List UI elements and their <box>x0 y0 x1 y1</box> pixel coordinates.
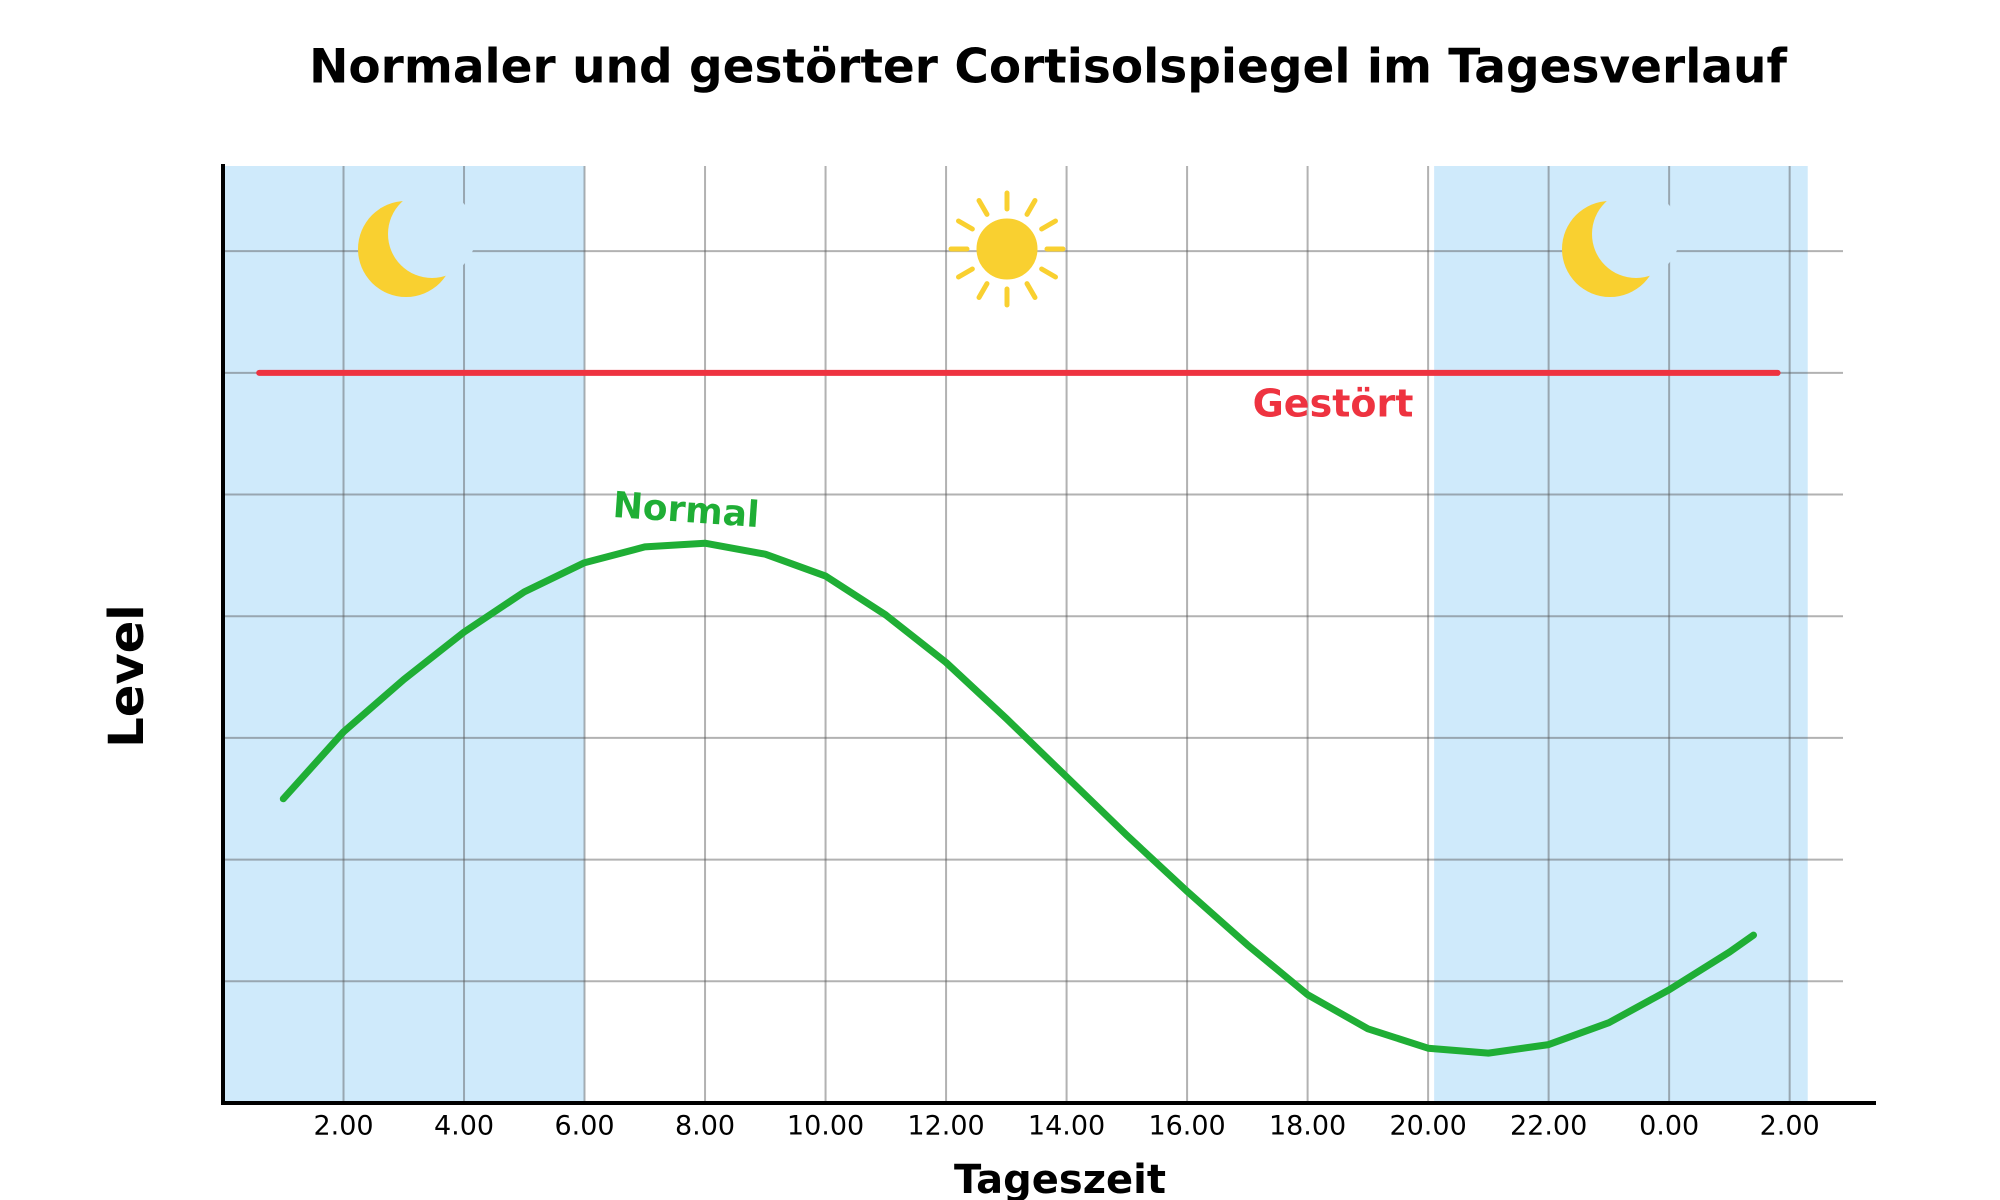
chart-title: Normaler und gestörter Cortisolspiegel i… <box>309 40 1787 95</box>
x-tick-label: 2.00 <box>313 1111 373 1142</box>
series-label: Gestört <box>1253 382 1414 426</box>
sun-ray <box>956 266 975 280</box>
x-axis-label: Tageszeit <box>954 1157 1166 1200</box>
sun-ray <box>976 281 990 300</box>
plot <box>256 369 1781 1057</box>
series-line <box>279 539 1757 1057</box>
y-axis-label: Level <box>99 604 155 747</box>
night-shading <box>223 166 1808 1103</box>
x-tick-label: 22.00 <box>1510 1111 1587 1142</box>
x-tick-label: 14.00 <box>1028 1111 1105 1142</box>
x-tick-label: 20.00 <box>1389 1111 1466 1142</box>
x-tick-label: 12.00 <box>907 1111 984 1142</box>
sun-icon <box>948 190 1066 308</box>
x-tick-label: 8.00 <box>675 1111 735 1142</box>
night-band <box>1434 166 1808 1103</box>
sun-ray <box>1024 281 1038 300</box>
series-label: Normal <box>611 485 760 536</box>
x-tick-label: 6.00 <box>554 1111 614 1142</box>
night-band <box>223 166 585 1103</box>
sun-ray <box>976 198 990 217</box>
moon-icon <box>358 190 476 297</box>
x-tick-label: 10.00 <box>787 1111 864 1142</box>
sun-ray <box>956 218 975 232</box>
x-tick-label: 4.00 <box>434 1111 494 1142</box>
x-tick-label: 18.00 <box>1269 1111 1346 1142</box>
sun-ray <box>1039 266 1058 280</box>
sun-ray <box>1039 218 1058 232</box>
moon-icon <box>1562 190 1680 297</box>
x-tick-label: 0.00 <box>1639 1111 1699 1142</box>
x-tick-label: 16.00 <box>1148 1111 1225 1142</box>
sun-ray <box>1024 198 1038 217</box>
x-tick-label: 2.00 <box>1760 1111 1820 1142</box>
